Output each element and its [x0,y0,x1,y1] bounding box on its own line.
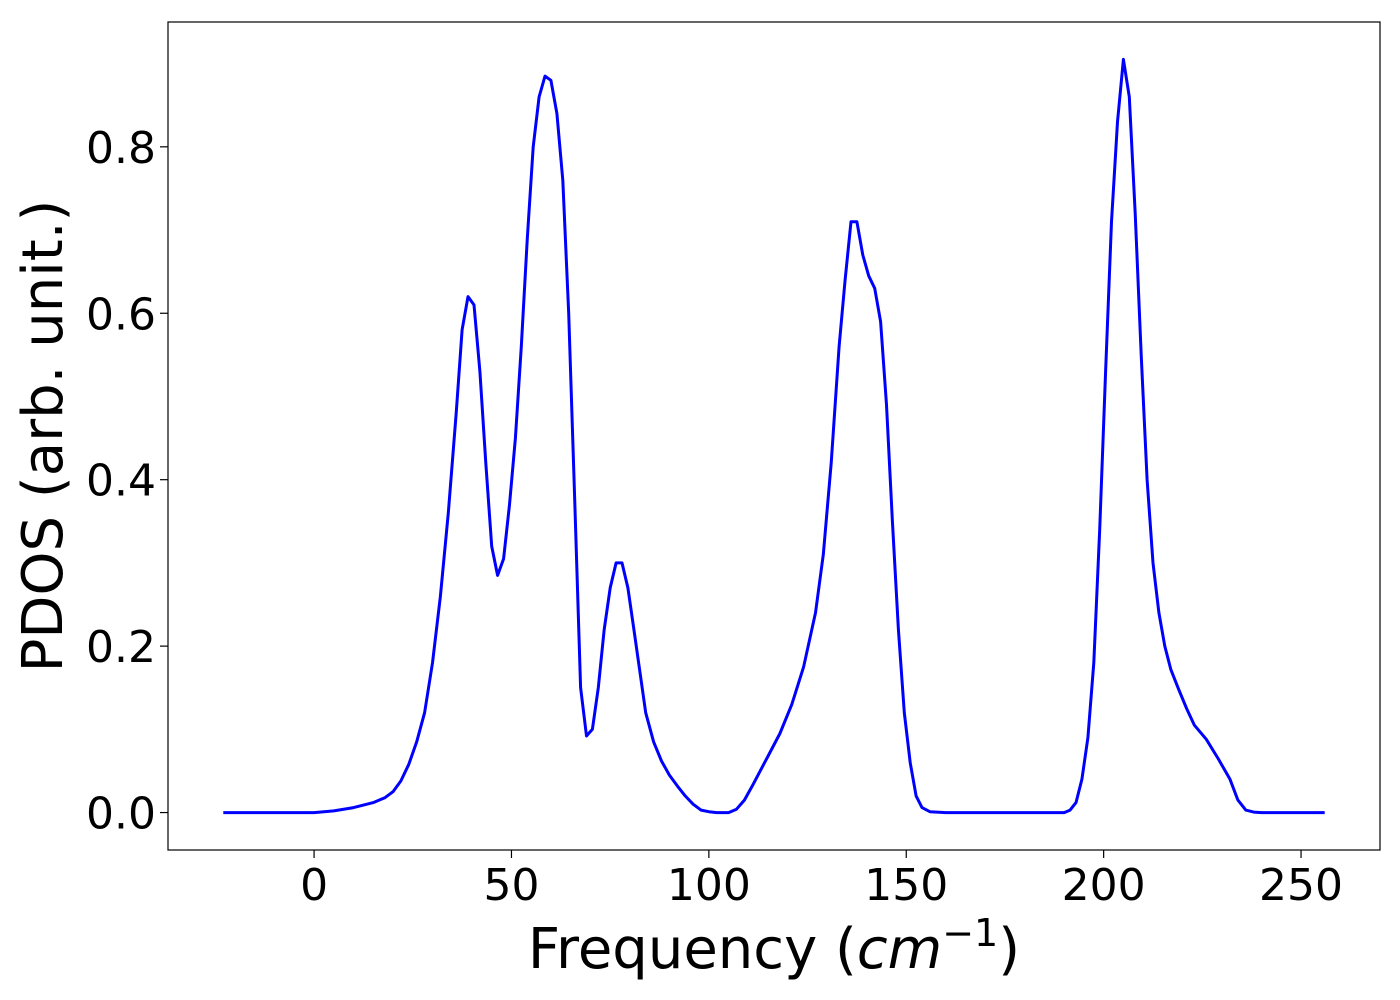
plot-frame [167,21,1381,851]
x-axis-label: Frequency (cm−1) [528,911,1020,982]
pdos-series-line [223,57,1325,815]
x-tick-label: 250 [1259,860,1343,911]
y-tick-label: 0.4 [86,456,156,507]
y-tick-label: 0.6 [86,289,156,340]
x-tick-label: 200 [1062,860,1146,911]
y-tick-label: 0.8 [86,123,156,174]
x-tick-label: 0 [300,860,328,911]
y-axis-label: PDOS (arb. unit.) [11,200,76,673]
x-tick-label: 150 [864,860,948,911]
x-tick-label: 50 [483,860,539,911]
x-tick-label: 100 [667,860,751,911]
ticks-layer: 0 50 100 150 200 250 0.0 0.2 0.4 0.6 0.8 [86,123,1343,911]
y-tick-label: 0.0 [86,789,156,840]
y-tick-label: 0.2 [86,622,156,673]
